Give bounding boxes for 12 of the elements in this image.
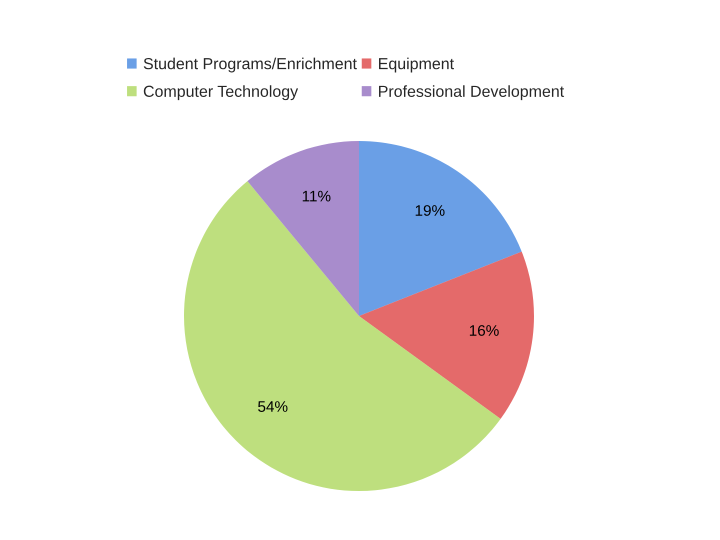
data-label: 54% [258,401,288,412]
pie-slice [359,141,522,316]
legend-label: Equipment [379,58,454,72]
data-label: 11% [302,190,330,202]
data-label: 19% [416,205,445,216]
legend-label: Professional Development [379,85,564,100]
legend-label: Computer Technology [144,85,298,100]
data-label: 16% [470,325,499,336]
pie-slice [247,141,359,316]
pie-slice [359,252,534,419]
legend-label: Student Programs/Enrichment [144,58,357,72]
pie-slice [184,181,501,491]
